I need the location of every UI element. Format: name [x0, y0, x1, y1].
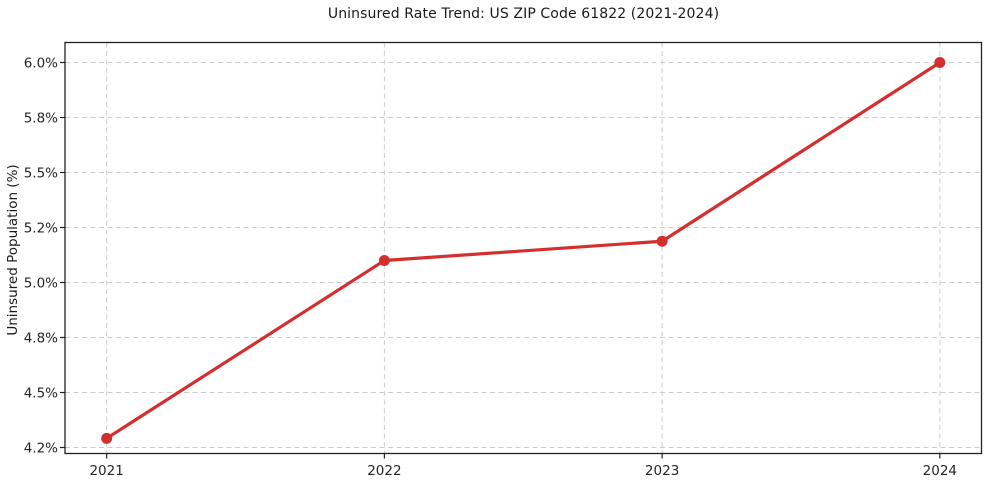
x-tick-label: 2021: [89, 463, 123, 479]
y-tick-label: 4.2%: [24, 440, 58, 456]
x-tick-label: 2022: [367, 463, 401, 479]
y-tick-label: 6.0%: [24, 55, 58, 71]
trend-line: [105, 60, 942, 440]
data-point-2022: [378, 255, 390, 266]
chart-title: Uninsured Rate Trend: US ZIP Code 61822 …: [327, 6, 720, 22]
x-tick-label: 2024: [923, 463, 957, 479]
data-point-2024: [934, 57, 946, 68]
plot-border: [64, 41, 983, 455]
y-tick-label: 4.8%: [24, 330, 58, 346]
y-tick-label: 5.5%: [24, 165, 58, 181]
y-tick-label: 5.8%: [24, 110, 58, 126]
data-point-2023: [656, 235, 668, 247]
y-tick-label: 5.2%: [24, 220, 58, 236]
data-point-2021: [101, 432, 113, 444]
x-tick-label: 2023: [645, 463, 679, 479]
y-tick-label: 5.0%: [24, 275, 58, 291]
y-tick-label: 4.5%: [24, 385, 58, 401]
